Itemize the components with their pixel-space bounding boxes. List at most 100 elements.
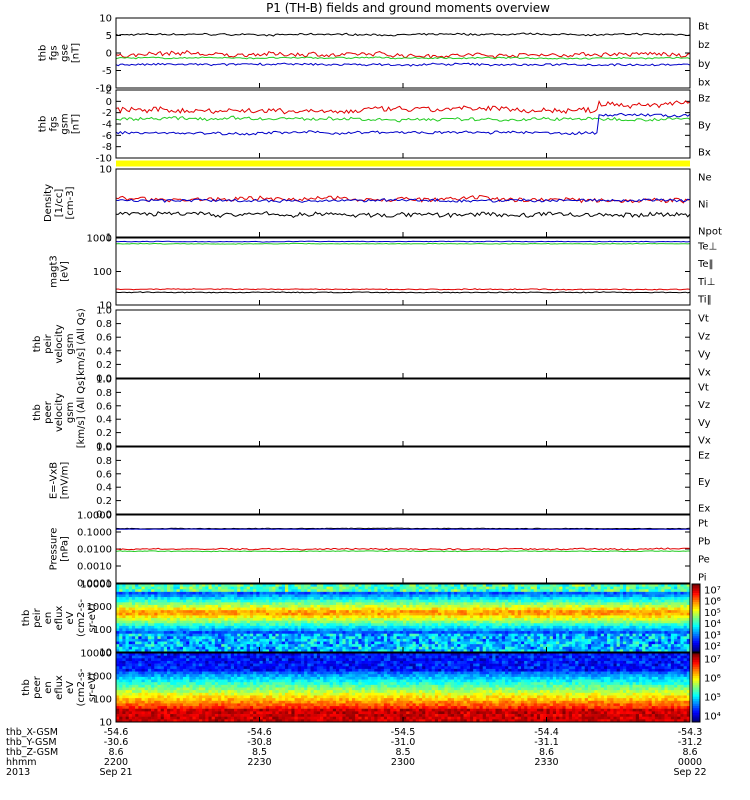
heatmap-cell	[498, 607, 503, 611]
heatmap-cell	[565, 594, 570, 598]
heatmap-cell	[530, 623, 535, 627]
heatmap-cell	[141, 618, 145, 621]
heatmap-cell	[418, 597, 423, 600]
heatmap-cell	[237, 646, 241, 650]
heatmap-cell	[192, 594, 197, 598]
heatmap-cell	[479, 594, 484, 598]
heatmap-cell	[511, 618, 515, 621]
heatmap-cell	[572, 649, 576, 653]
heatmap-cell	[221, 594, 225, 598]
heatmap-cell	[157, 620, 161, 624]
legend-entry: Vz	[698, 400, 710, 411]
heatmap-cell	[380, 610, 385, 614]
heatmap-cell	[300, 628, 305, 632]
heatmap-cell	[511, 607, 515, 611]
heatmap-cell	[358, 633, 362, 637]
heatmap-cell	[285, 641, 289, 645]
heatmap-cell	[600, 644, 605, 648]
heatmap-cell	[323, 607, 327, 611]
heatmap-cell	[288, 610, 292, 614]
heatmap-cell	[383, 638, 388, 642]
heatmap-cell	[460, 604, 464, 608]
heatmap-cell	[135, 589, 139, 593]
heatmap-cell	[556, 584, 560, 587]
heatmap-cell	[667, 602, 672, 606]
heatmap-cell	[425, 628, 429, 632]
heatmap-cell	[511, 615, 515, 619]
heatmap-cell	[460, 641, 464, 645]
heatmap-cell	[658, 638, 662, 642]
colorbar-swatch	[692, 638, 700, 641]
heatmap-cell	[524, 602, 528, 606]
heatmap-cell	[198, 615, 203, 619]
heatmap-cell	[658, 646, 662, 650]
heatmap-cell	[297, 589, 302, 593]
heatmap-cell	[454, 631, 458, 634]
heatmap-cell	[281, 591, 286, 595]
heatmap-cell	[205, 610, 209, 614]
ylabel-line: gsm	[65, 402, 76, 423]
heatmap-cell	[281, 610, 286, 614]
heatmap-cell	[530, 594, 535, 598]
heatmap-cell	[661, 586, 665, 590]
heatmap-cell	[278, 591, 283, 595]
heatmap-cell	[249, 618, 254, 621]
heatmap-cell	[361, 602, 366, 606]
heatmap-cell	[670, 646, 675, 650]
heatmap-cell	[680, 638, 684, 642]
heatmap-cell	[383, 599, 388, 603]
heatmap-cell	[556, 612, 560, 616]
heatmap-cell	[339, 633, 343, 637]
heatmap-cell	[466, 649, 471, 653]
heatmap-cell	[517, 612, 522, 616]
heatmap-cell	[428, 649, 432, 653]
heatmap-cell	[348, 649, 353, 653]
heatmap-cell	[572, 599, 576, 603]
heatmap-cell	[492, 620, 496, 624]
heatmap-cell	[482, 649, 487, 653]
heatmap-cell	[613, 636, 617, 640]
heatmap-cell	[508, 589, 512, 593]
heatmap-cell	[288, 623, 292, 627]
heatmap-cell	[635, 602, 640, 606]
heatmap-cell	[457, 628, 461, 632]
heatmap-cell	[438, 618, 442, 621]
heatmap-cell	[233, 644, 238, 648]
heatmap-cell	[514, 641, 519, 645]
heatmap-cell	[285, 625, 289, 629]
heatmap-cell	[572, 594, 576, 598]
heatmap-cell	[562, 604, 566, 608]
heatmap-cell	[422, 625, 426, 629]
heatmap-cell	[556, 589, 560, 593]
heatmap-cell	[147, 628, 152, 632]
heatmap-cell	[151, 623, 155, 627]
heatmap-cell	[154, 599, 158, 603]
heatmap-cell	[390, 628, 394, 632]
heatmap-cell	[141, 649, 145, 653]
heatmap-cell	[597, 644, 602, 648]
heatmap-cell	[361, 646, 366, 650]
ytick-label: 0.0100	[77, 545, 112, 556]
heatmap-cell	[629, 625, 633, 629]
heatmap-cell	[198, 612, 203, 616]
heatmap-cell	[326, 638, 330, 642]
heatmap-cell	[310, 623, 315, 627]
heatmap-cell	[686, 597, 691, 600]
heatmap-cell	[122, 612, 126, 616]
heatmap-cell	[195, 615, 200, 619]
heatmap-cell	[677, 607, 681, 611]
heatmap-cell	[648, 638, 653, 642]
heatmap-cell	[186, 638, 190, 642]
heatmap-cell	[240, 633, 244, 637]
heatmap-cell	[198, 633, 203, 637]
heatmap-cell	[281, 618, 286, 621]
heatmap-cell	[677, 646, 681, 650]
heatmap-cell	[517, 602, 522, 606]
heatmap-cell	[339, 591, 343, 595]
heatmap-cell	[683, 644, 688, 648]
heatmap-cell	[195, 623, 200, 627]
heatmap-cell	[393, 586, 397, 590]
heatmap-cell	[428, 591, 432, 595]
heatmap-cell	[300, 623, 305, 627]
